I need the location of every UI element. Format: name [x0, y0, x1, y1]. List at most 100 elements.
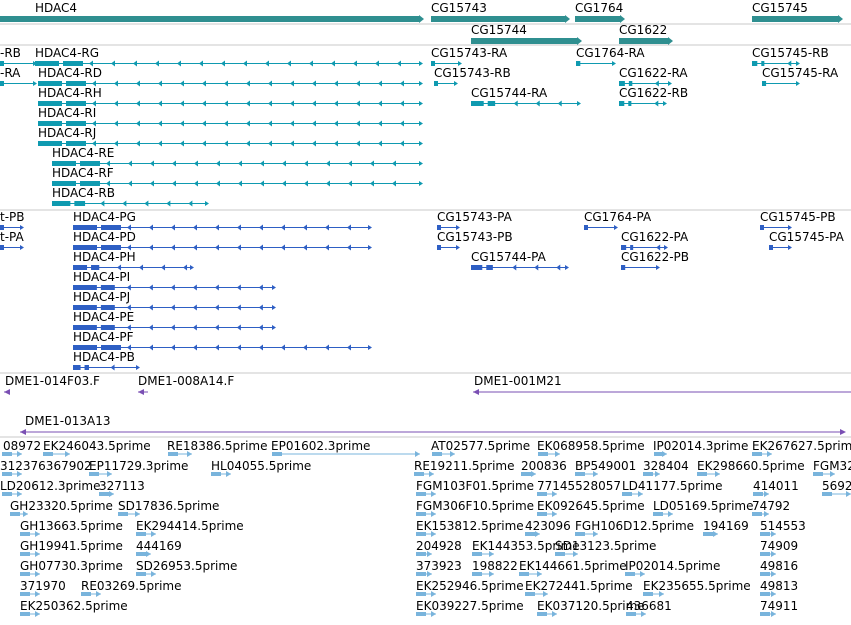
est-block[interactable] [519, 572, 529, 576]
est-block[interactable] [20, 592, 30, 596]
est-block[interactable] [653, 512, 663, 516]
est-block[interactable] [760, 552, 770, 556]
est-block[interactable] [472, 552, 482, 556]
est-block[interactable] [643, 592, 653, 596]
transcript-exon[interactable] [101, 245, 121, 250]
transcript-exon[interactable] [584, 225, 588, 230]
est-block[interactable] [20, 552, 30, 556]
transcript-exon[interactable] [486, 265, 493, 270]
est-block[interactable] [136, 572, 146, 576]
transcript-exon[interactable] [630, 245, 634, 250]
est-block[interactable] [81, 592, 91, 596]
est-block[interactable] [654, 452, 664, 456]
transcript-exon[interactable] [101, 345, 121, 350]
transcript-exon[interactable] [52, 161, 76, 166]
est-block[interactable] [43, 452, 53, 456]
gene-bar[interactable] [431, 16, 565, 22]
transcript-exon[interactable] [471, 265, 483, 270]
est-block[interactable] [416, 612, 426, 616]
transcript-exon[interactable] [66, 141, 86, 146]
est-block[interactable] [416, 492, 426, 496]
transcript-exon[interactable] [52, 201, 71, 206]
est-block[interactable] [822, 492, 832, 496]
transcript-exon[interactable] [80, 181, 100, 186]
est-block[interactable] [622, 492, 632, 496]
est-block[interactable] [625, 572, 635, 576]
est-block[interactable] [414, 472, 424, 476]
transcript-exon[interactable] [760, 225, 764, 230]
transcript-exon[interactable] [35, 61, 59, 66]
clone-end-arrow[interactable] [4, 389, 10, 395]
transcript-exon[interactable] [628, 81, 633, 86]
clone-end-arrow[interactable] [840, 429, 846, 435]
est-block[interactable] [416, 512, 426, 516]
transcript-exon[interactable] [100, 305, 115, 310]
est-block[interactable] [211, 472, 221, 476]
est-block[interactable] [537, 512, 547, 516]
transcript-exon[interactable] [38, 141, 62, 146]
est-block[interactable] [20, 612, 30, 616]
gene-bar[interactable] [471, 38, 577, 44]
est-block[interactable] [2, 472, 12, 476]
est-block[interactable] [575, 532, 585, 536]
transcript-exon[interactable] [0, 81, 4, 86]
est-block[interactable] [626, 612, 636, 616]
transcript-exon[interactable] [487, 101, 496, 106]
est-block[interactable] [20, 572, 30, 576]
est-block[interactable] [752, 452, 762, 456]
est-block[interactable] [538, 452, 548, 456]
est-block[interactable] [272, 452, 282, 456]
transcript-exon[interactable] [73, 245, 97, 250]
transcript-exon[interactable] [761, 61, 765, 66]
est-block[interactable] [525, 532, 535, 536]
est-block[interactable] [537, 612, 547, 616]
transcript-exon[interactable] [100, 325, 115, 330]
est-block[interactable] [703, 532, 713, 536]
transcript-exon[interactable] [80, 161, 100, 166]
est-block[interactable] [2, 492, 12, 496]
est-block[interactable] [2, 452, 12, 456]
transcript-exon[interactable] [38, 121, 62, 126]
est-block[interactable] [697, 472, 707, 476]
transcript-exon[interactable] [73, 365, 81, 370]
transcript-exon[interactable] [100, 285, 115, 290]
transcript-exon[interactable] [52, 181, 76, 186]
transcript-exon[interactable] [619, 81, 625, 86]
transcript-exon[interactable] [621, 245, 627, 250]
transcript-exon[interactable] [752, 61, 758, 66]
transcript-exon[interactable] [0, 225, 4, 230]
est-block[interactable] [753, 492, 763, 496]
transcript-exon[interactable] [437, 245, 441, 250]
est-block[interactable] [643, 472, 653, 476]
transcript-exon[interactable] [628, 101, 632, 106]
transcript-exon[interactable] [431, 61, 435, 66]
transcript-exon[interactable] [73, 225, 97, 230]
transcript-exon[interactable] [0, 61, 4, 66]
est-block[interactable] [99, 492, 109, 496]
gene-bar[interactable] [619, 38, 668, 44]
est-block[interactable] [472, 572, 482, 576]
est-block[interactable] [136, 552, 146, 556]
gene-bar[interactable] [752, 16, 838, 22]
transcript-exon[interactable] [101, 225, 121, 230]
transcript-exon[interactable] [84, 365, 89, 370]
est-block[interactable] [537, 492, 547, 496]
est-block[interactable] [555, 552, 565, 556]
transcript-exon[interactable] [621, 265, 626, 270]
est-block[interactable] [10, 512, 20, 516]
est-block[interactable] [432, 452, 442, 456]
est-block[interactable] [118, 512, 128, 516]
transcript-exon[interactable] [471, 101, 484, 106]
transcript-exon[interactable] [66, 101, 86, 106]
clone-end-arrow[interactable] [138, 389, 144, 395]
est-block[interactable] [416, 552, 426, 556]
est-block[interactable] [89, 472, 99, 476]
est-block[interactable] [760, 592, 770, 596]
clone-end-arrow[interactable] [20, 429, 26, 435]
transcript-exon[interactable] [0, 245, 4, 250]
transcript-exon[interactable] [437, 225, 441, 230]
est-block[interactable] [416, 532, 426, 536]
transcript-exon[interactable] [762, 81, 767, 86]
est-block[interactable] [416, 572, 426, 576]
transcript-exon[interactable] [66, 121, 86, 126]
